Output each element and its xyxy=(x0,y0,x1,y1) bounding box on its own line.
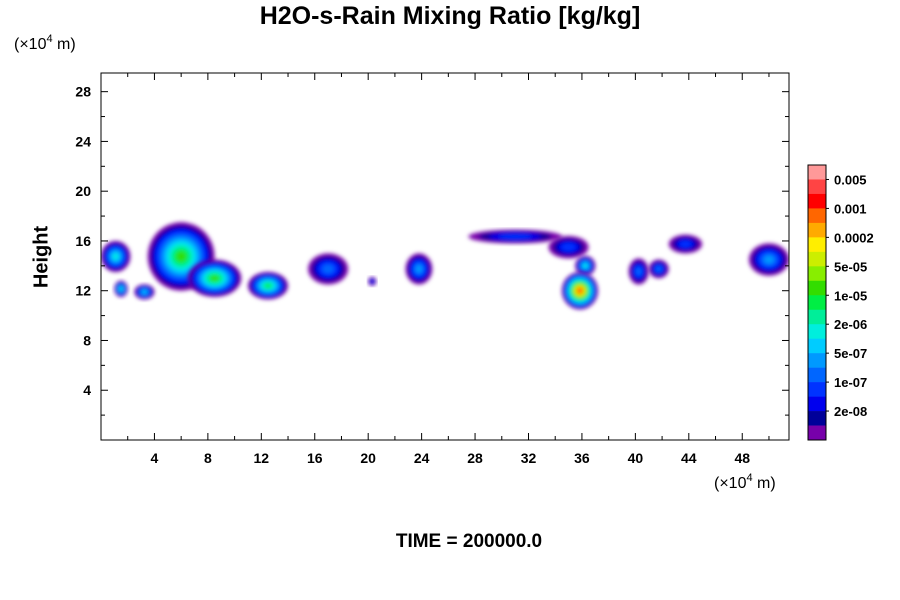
data-cell-8-band-5 xyxy=(415,265,423,273)
data-cell-10-band-3 xyxy=(561,243,576,252)
data-cell-6-band-4 xyxy=(322,264,334,274)
data-cell-9-band-3 xyxy=(498,234,532,239)
data-cell-16-band-5 xyxy=(764,255,774,264)
data-cell-15 xyxy=(668,234,703,254)
data-cell-9 xyxy=(468,229,562,244)
x-tick-label: 12 xyxy=(254,450,270,466)
y-unit-suffix: m) xyxy=(52,36,76,53)
data-cell-4-band-10 xyxy=(210,275,219,281)
colorbar-swatch xyxy=(808,193,826,209)
data-cell-7-band-3 xyxy=(370,279,374,283)
colorbar-swatch xyxy=(808,425,826,441)
x-axis-unit: (×104 m) xyxy=(714,472,776,493)
x-tick-label: 20 xyxy=(360,450,376,466)
data-cell-8 xyxy=(405,253,433,285)
x-unit-exponent: 4 xyxy=(746,472,753,484)
data-cell-13 xyxy=(628,258,649,285)
data-cells xyxy=(101,222,789,310)
data-cell-14-band-4 xyxy=(655,266,662,272)
colorbar-swatch xyxy=(808,208,826,224)
x-tick-label: 8 xyxy=(204,450,212,466)
colorbar-swatch xyxy=(808,165,826,180)
colorbar-swatch xyxy=(808,280,826,296)
x-tick-label: 28 xyxy=(467,450,483,466)
y-tick-label: 4 xyxy=(83,382,91,398)
x-tick-label: 44 xyxy=(681,450,697,466)
colorbar: 0.005 0.001 0.0002 5e-05 1e-05 2e-06 5e-07 1e-0… xyxy=(807,164,874,441)
colorbar-swatch xyxy=(808,266,826,282)
x-tick-label: 32 xyxy=(521,450,537,466)
data-cell-1 xyxy=(114,280,128,297)
time-label: TIME = 200000.0 xyxy=(395,531,543,552)
colorbar-label: 0.0002 xyxy=(834,230,874,245)
colorbar-label: 2e-06 xyxy=(834,317,867,332)
colorbar-swatch xyxy=(808,251,826,267)
colorbar-label: 0.001 xyxy=(834,201,867,216)
colorbar-swatch xyxy=(808,237,826,253)
colorbar-swatch xyxy=(808,324,826,339)
colorbar-swatch xyxy=(808,382,826,397)
data-cell-12-band-16 xyxy=(578,289,582,293)
x-tick-label: 40 xyxy=(628,450,644,466)
data-cell-12 xyxy=(561,272,598,310)
data-cell-0-band-7 xyxy=(112,253,119,260)
colorbar-swatch xyxy=(808,396,826,412)
x-tick-label: 36 xyxy=(574,450,590,466)
y-tick-label: 12 xyxy=(75,283,91,299)
colorbar-label: 5e-07 xyxy=(834,346,867,361)
data-cell-3-band-10 xyxy=(176,251,186,262)
x-tick-label: 48 xyxy=(734,450,750,466)
data-cell-15-band-3 xyxy=(679,240,692,248)
colorbar-swatch xyxy=(808,411,826,426)
colorbar-label: 1e-07 xyxy=(834,375,867,390)
colorbar-label: 1e-05 xyxy=(834,288,867,303)
data-cell-5 xyxy=(247,272,289,300)
data-cell-13-band-4 xyxy=(635,267,642,276)
colorbar-swatch xyxy=(808,295,826,311)
chart-title: H2O-s-Rain Mixing Ratio [kg/kg] xyxy=(259,2,641,30)
data-cell-7 xyxy=(368,277,377,286)
data-cell-4 xyxy=(187,259,242,297)
data-cell-14 xyxy=(648,259,669,279)
x-tick-label: 24 xyxy=(414,450,430,466)
y-tick-label: 28 xyxy=(75,84,91,100)
x-unit-suffix: m) xyxy=(752,475,776,492)
colorbar-swatch xyxy=(808,222,826,238)
colorbar-swatch xyxy=(808,309,826,325)
colorbar-label: 5e-05 xyxy=(834,259,867,274)
data-cell-1-band-7 xyxy=(119,287,123,291)
colorbar-label: 0.005 xyxy=(834,172,867,187)
data-cell-11 xyxy=(575,255,596,276)
data-cell-2-band-6 xyxy=(142,290,147,294)
data-cell-5-band-9 xyxy=(264,283,272,288)
data-cell-2 xyxy=(134,284,155,300)
data-cell-10 xyxy=(548,235,589,259)
y-tick-label: 16 xyxy=(75,233,91,249)
x-tick-label: 16 xyxy=(307,450,323,466)
colorbar-swatch xyxy=(808,338,826,354)
y-tick-label: 8 xyxy=(83,332,91,348)
x-unit-prefix: (×10 xyxy=(714,475,747,492)
colorbar-frame xyxy=(807,164,827,441)
plot-frame xyxy=(100,72,790,441)
colorbar-label: 2e-08 xyxy=(834,404,867,419)
data-cell-0 xyxy=(101,240,131,273)
y-tick-label: 24 xyxy=(75,133,91,149)
colorbar-swatch xyxy=(808,367,826,383)
data-cell-6 xyxy=(308,253,349,285)
y-unit-exponent: 4 xyxy=(46,33,53,45)
y-tick-label: 20 xyxy=(75,183,91,199)
colorbar-swatch xyxy=(808,179,826,195)
data-cell-11-band-7 xyxy=(583,263,588,268)
y-unit-prefix: (×10 xyxy=(14,36,47,53)
y-axis-unit: (×104 m) xyxy=(14,33,76,54)
data-cell-16 xyxy=(748,243,789,276)
colorbar-swatch xyxy=(808,353,826,368)
x-tick-label: 4 xyxy=(151,450,159,466)
